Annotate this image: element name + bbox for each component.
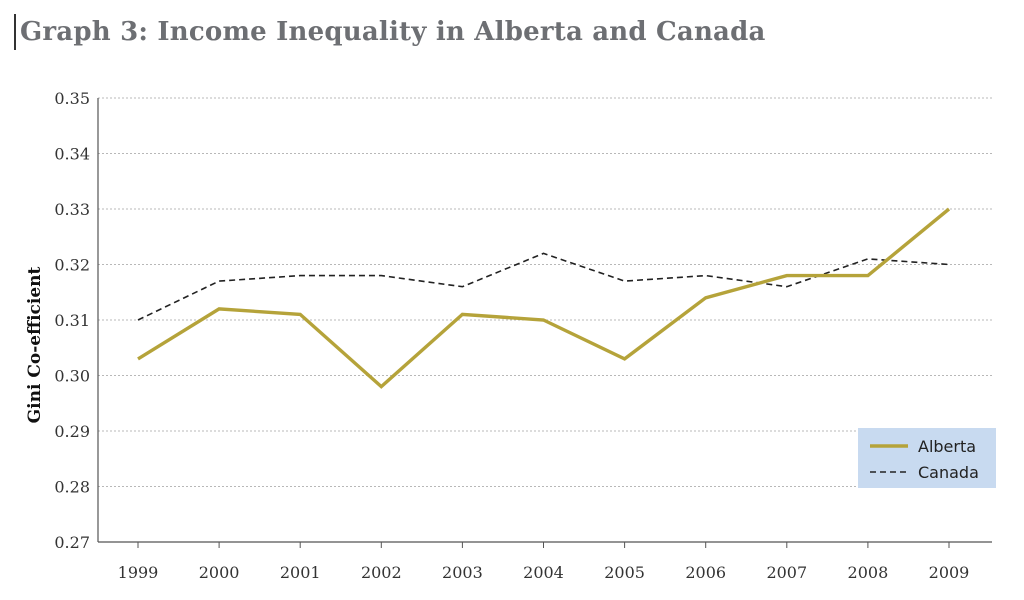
- x-tick-label-2002: 2002: [361, 563, 402, 582]
- series-lines: [137, 207, 951, 389]
- y-tick-label-0.30: 0.30: [54, 367, 90, 386]
- y-tick-label-0.27: 0.27: [54, 533, 90, 552]
- y-tick-label-0.32: 0.32: [54, 256, 90, 275]
- y-tick-label-0.31: 0.31: [54, 311, 90, 330]
- x-tick-label-2001: 2001: [280, 563, 321, 582]
- x-tick-label-2005: 2005: [604, 563, 645, 582]
- y-axis-label: Gini Co-efficient: [25, 267, 45, 424]
- x-tick-label-2008: 2008: [848, 563, 889, 582]
- x-tick-label-2007: 2007: [766, 563, 807, 582]
- legend-label-canada: Canada: [918, 463, 979, 482]
- series-line-alberta: [137, 207, 951, 389]
- x-tick-label-2003: 2003: [442, 563, 483, 582]
- legend: Alberta Canada: [858, 428, 996, 488]
- legend-label-alberta: Alberta: [918, 437, 976, 456]
- x-tick-label-2006: 2006: [685, 563, 726, 582]
- gridlines: [98, 97, 992, 487]
- legend-background: [858, 428, 996, 488]
- x-tick-labels: 1999 2000 2001 2002 2003 2004 2005 2006 2007 2008…: [118, 542, 970, 582]
- y-tick-label-0.28: 0.28: [54, 478, 90, 497]
- x-tick-label-2004: 2004: [523, 563, 564, 582]
- legend-items: Alberta Canada: [870, 437, 979, 482]
- chart-title: Graph 3: Income Inequality in Alberta an…: [20, 17, 766, 47]
- series-line-canada: [137, 252, 950, 321]
- y-tick-label-0.35: 0.35: [54, 89, 90, 108]
- y-tick-label-0.33: 0.33: [54, 200, 90, 219]
- x-tick-label-1999: 1999: [118, 563, 159, 582]
- y-tick-label-0.34: 0.34: [54, 145, 90, 164]
- x-tick-label-2009: 2009: [929, 563, 970, 582]
- y-tick-label-0.29: 0.29: [54, 422, 90, 441]
- chart-title-bar: Graph 3: Income Inequality in Alberta an…: [14, 14, 766, 50]
- x-tick-label-2000: 2000: [199, 563, 240, 582]
- axes: [97, 98, 992, 543]
- y-tick-labels: 0.27 0.28 0.29 0.30 0.31 0.32 0.33 0.34 0.35: [54, 89, 90, 552]
